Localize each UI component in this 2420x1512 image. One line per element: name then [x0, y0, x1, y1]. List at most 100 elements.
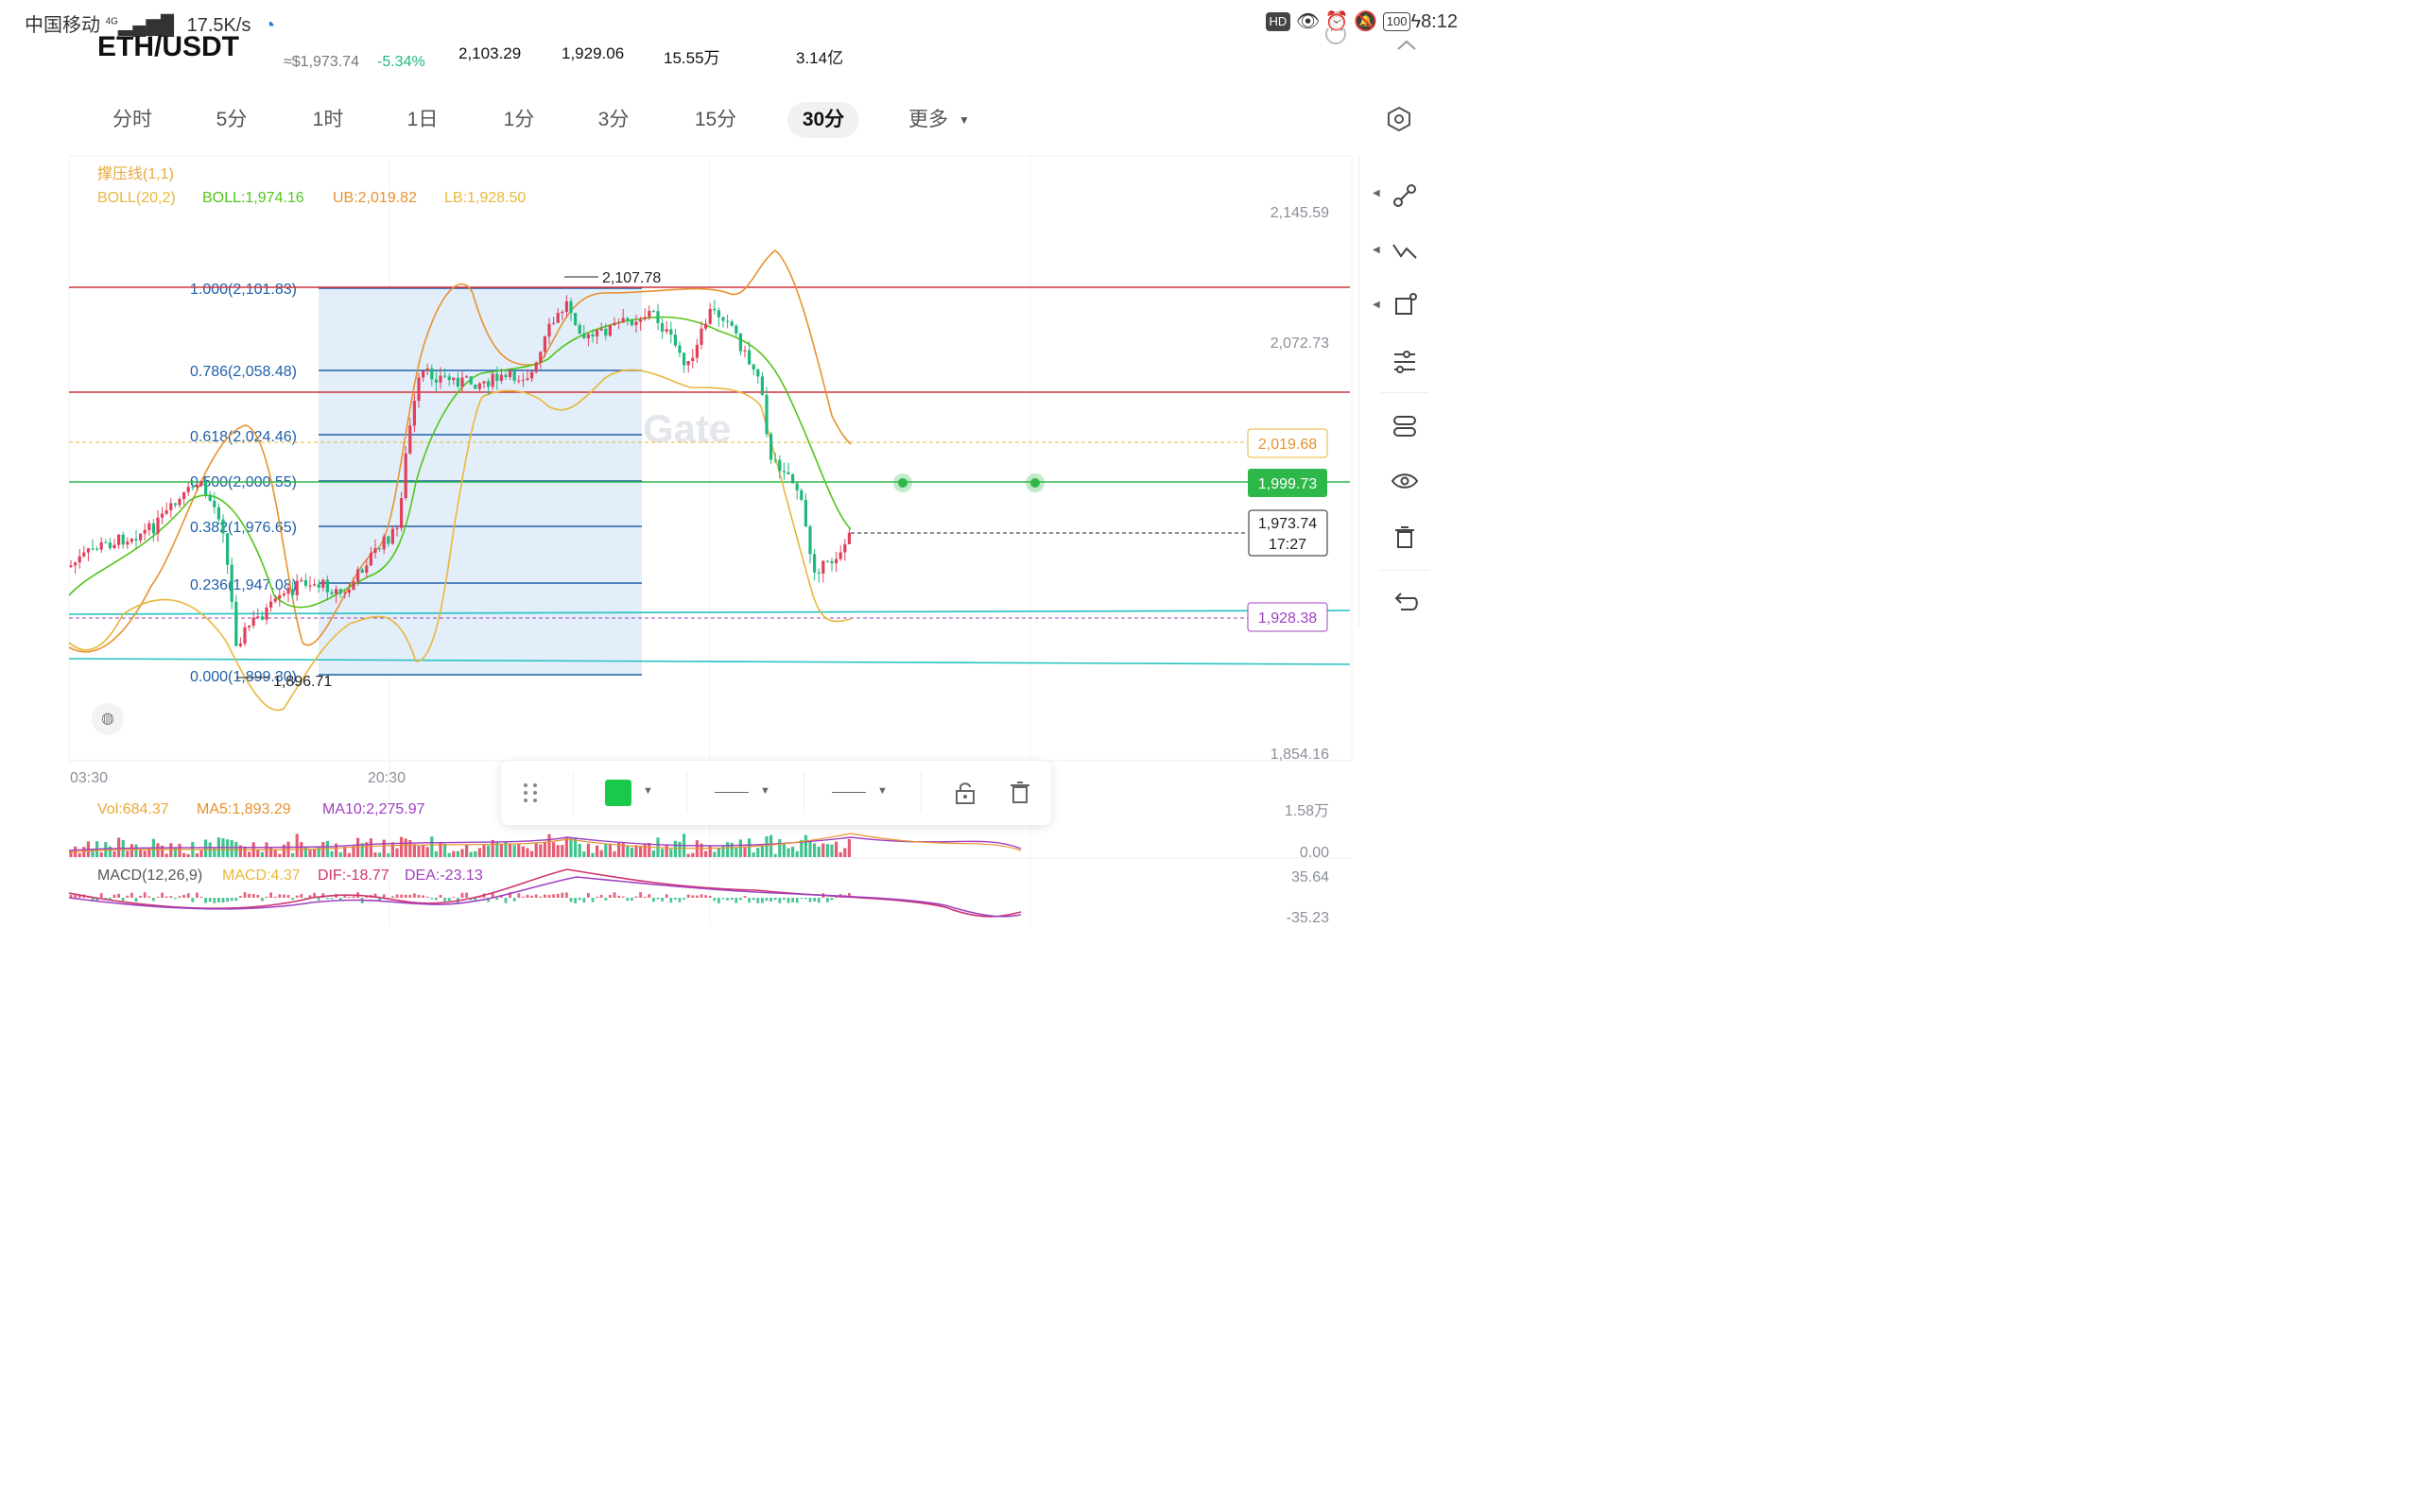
line-style-icon[interactable]: [832, 792, 866, 793]
volume-bar: [303, 846, 307, 857]
candle-body: [313, 584, 317, 586]
vol-value[interactable]: Vol:684.37: [97, 801, 169, 817]
volume-bar: [721, 845, 725, 857]
boll-lower-band: [68, 369, 852, 712]
candle-body: [216, 507, 220, 520]
tab-5m[interactable]: 5分: [216, 109, 248, 130]
macd-bar: [539, 896, 543, 898]
tab-3m[interactable]: 3分: [597, 109, 630, 130]
line-handle-left-dot[interactable]: [898, 478, 908, 488]
candle-body: [499, 374, 503, 381]
macd-bar: [487, 898, 490, 902]
fib-lines[interactable]: [319, 287, 642, 676]
tab-1h[interactable]: 1时: [312, 109, 344, 130]
line-handle-right-dot[interactable]: [1030, 478, 1040, 488]
tag-green-price[interactable]: [1248, 469, 1327, 497]
volume-bar: [773, 853, 777, 857]
tag-lb-price: [1247, 602, 1328, 632]
vol-ma5: MA5:1,893.29: [197, 801, 291, 817]
refresh-icon[interactable]: [1323, 28, 1348, 53]
volume-bar: [756, 848, 760, 857]
volume-bar: [843, 848, 847, 857]
volume-bar: [356, 837, 360, 857]
macd-bar: [413, 893, 416, 898]
volume-bar: [604, 844, 608, 857]
tab-15m[interactable]: 15分: [694, 109, 737, 130]
candle-body: [651, 311, 655, 313]
line-width-icon[interactable]: [715, 792, 749, 793]
style-dropdown-icon[interactable]: ▼: [877, 785, 888, 797]
volume-bar: [735, 847, 738, 857]
shape-tool-icon[interactable]: [1386, 286, 1424, 324]
volume-bar: [199, 850, 203, 857]
lock-icon[interactable]: [953, 780, 977, 806]
macd-bar: [504, 898, 508, 903]
tab-timeline[interactable]: 分时: [112, 109, 152, 130]
candle-body: [578, 324, 581, 335]
boll-indicator-name[interactable]: BOLL(20,2): [97, 190, 176, 206]
tab-more[interactable]: 更多: [908, 109, 948, 130]
candle-body: [199, 480, 203, 486]
macd-bar: [765, 898, 769, 902]
volume-bar: [795, 850, 799, 857]
pair-title[interactable]: ETH/USDT: [97, 31, 239, 57]
candle-body: [417, 377, 421, 402]
candle-body: [248, 626, 251, 627]
wave-tool-icon[interactable]: [1386, 232, 1424, 269]
macd-bar: [582, 898, 586, 902]
expand-arrow-icon-3[interactable]: ◀: [1373, 300, 1380, 310]
candle-body: [835, 558, 838, 564]
tab-1m[interactable]: 1分: [503, 109, 535, 130]
candle-body: [686, 361, 690, 366]
chart-reset-icon[interactable]: ◍: [92, 703, 124, 735]
volume-bar: [661, 849, 665, 857]
chart-settings-icon[interactable]: [1386, 106, 1412, 132]
candle-body: [430, 368, 434, 380]
candle-body: [669, 329, 673, 335]
tab-30m[interactable]: 30分: [787, 102, 859, 138]
high-24h: 2,103.29: [458, 44, 522, 62]
candle-body: [178, 498, 182, 506]
undo-icon[interactable]: [1386, 583, 1424, 621]
collapse-chevron-icon[interactable]: [1394, 32, 1419, 57]
tab-1d[interactable]: 1日: [406, 109, 439, 130]
volume-bar: [477, 848, 481, 857]
more-dropdown-icon[interactable]: ▼: [959, 113, 970, 127]
volume-bar: [665, 845, 668, 857]
visibility-eye-icon[interactable]: [1386, 462, 1424, 500]
delete-object-icon[interactable]: [1008, 780, 1032, 806]
macd-name[interactable]: MACD(12,26,9): [97, 868, 202, 884]
candle-body: [730, 321, 734, 326]
macd-bar: [804, 898, 807, 900]
candle-body: [708, 308, 712, 324]
volume-bar: [821, 843, 825, 857]
volume-bar: [835, 841, 838, 857]
volume-bar: [543, 842, 546, 857]
color-dropdown-icon[interactable]: ▼: [643, 785, 653, 797]
vol-ma10-line: [68, 836, 1022, 851]
candle-body: [447, 376, 451, 381]
watermark-logo: Gate: [643, 406, 731, 451]
volume-bar: [782, 844, 786, 857]
width-dropdown-icon[interactable]: ▼: [760, 785, 770, 797]
volume-bar: [425, 847, 429, 857]
candle-body: [143, 529, 147, 534]
candle-body: [387, 536, 390, 544]
candle-body: [456, 377, 459, 387]
layers-icon[interactable]: [1386, 407, 1424, 445]
delete-drawings-icon[interactable]: [1386, 519, 1424, 557]
macd-bar: [769, 898, 772, 902]
drag-handle-icon[interactable]: [520, 780, 543, 806]
line-color-swatch[interactable]: [605, 780, 631, 806]
expand-arrow-icon-2[interactable]: ◀: [1373, 245, 1380, 255]
indicator-settings-icon[interactable]: [1386, 343, 1424, 381]
expand-arrow-icon[interactable]: ◀: [1373, 188, 1380, 198]
support-line-upper[interactable]: [68, 610, 1351, 615]
trend-line-tool-icon[interactable]: [1386, 177, 1424, 215]
volume-bar: [291, 852, 295, 857]
volume-bar: [578, 843, 581, 857]
volume-bar: [769, 834, 773, 857]
support-line-lower[interactable]: [68, 658, 1351, 665]
sr-line-indicator[interactable]: 撑压线(1,1): [97, 165, 174, 182]
divider-2: [686, 772, 687, 814]
